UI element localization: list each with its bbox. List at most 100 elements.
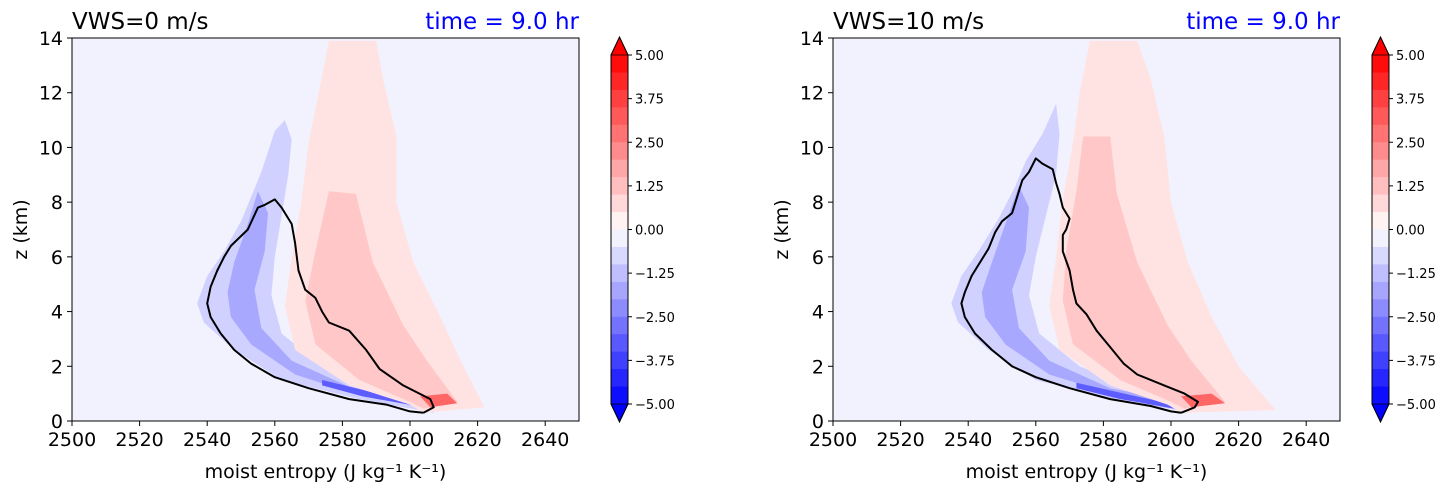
colorbar-level	[1372, 177, 1389, 196]
panel-left: 2500 2520 2540 2560 2580 2600 2620 2640 0 2 4 6 8 10 1…	[10, 9, 675, 483]
x-tick-label: 2640	[521, 429, 569, 451]
negative-anomaly-max	[1076, 382, 1175, 409]
colorbar-level	[1372, 299, 1389, 318]
colorbar-level	[1372, 212, 1389, 230]
y-tick-label: 8	[812, 192, 824, 214]
colorbar-tick-label: −1.25	[635, 267, 675, 282]
colorbar-tick-label: 2.50	[635, 136, 664, 151]
y-tick-label: 6	[812, 247, 824, 269]
y-tick-label: 14	[39, 28, 63, 50]
colorbar-level	[1372, 229, 1389, 248]
colorbar-level	[1372, 159, 1389, 178]
colorbar-extend-min	[610, 403, 629, 423]
panel-right: 2500 2520 2540 2560 2580 2600 2620 2640 0 2 4 6 8 10 1…	[771, 9, 1436, 483]
colorbar-level	[1372, 264, 1389, 283]
y-axis-label: z (km)	[771, 199, 793, 259]
y-tick-label: 0	[51, 411, 63, 433]
colorbar-level	[1372, 246, 1389, 265]
colorbar-tick-label: −3.75	[1396, 354, 1436, 369]
y-tick-label: 6	[51, 247, 63, 269]
x-tick-label: 2580	[318, 429, 366, 451]
colorbar-level	[1372, 72, 1389, 91]
x-axis-label: moist entropy (J kg⁻¹ K⁻¹)	[966, 461, 1208, 483]
colorbar-level	[1372, 55, 1389, 73]
x-tick-label: 2560	[251, 429, 299, 451]
colorbar-level	[1372, 281, 1389, 300]
y-tick-label: 4	[812, 302, 824, 324]
y-axis-label: z (km)	[10, 199, 32, 259]
colorbar-tick-label: −2.50	[635, 311, 675, 326]
contour-line	[960, 157, 1199, 414]
negative-anomaly-max	[322, 380, 417, 406]
positive-anomaly-core	[1062, 136, 1226, 409]
negative-anomaly-core	[981, 185, 1185, 408]
colorbar-level	[1372, 369, 1389, 388]
x-tick-label: 2620	[1214, 429, 1262, 451]
colorbar-level	[1372, 124, 1389, 143]
colorbar-level	[611, 72, 628, 91]
colorbar-level	[611, 264, 628, 283]
y-tick-label: 12	[800, 83, 824, 105]
panel-title: VWS=10 m/s	[833, 9, 984, 35]
time-label: time = 9.0 hr	[425, 9, 579, 35]
y-tick-label: 0	[812, 411, 824, 433]
colorbar-tick-label: 0.00	[1396, 224, 1425, 239]
colorbar-level	[611, 229, 628, 248]
colorbar-tick-label: 2.50	[1396, 136, 1425, 151]
colorbar-extend-max	[1371, 36, 1390, 56]
colorbar-level	[611, 124, 628, 143]
colorbar-extend-min	[1371, 403, 1390, 423]
colorbar-tick-label: 1.25	[1396, 180, 1425, 195]
colorbar-level	[1372, 386, 1389, 405]
plot-frame	[832, 37, 1341, 422]
colorbar-level	[611, 194, 628, 213]
y-tick-label: 2	[51, 356, 63, 378]
y-tick-label: 10	[39, 137, 63, 159]
positive-anomaly-max	[1181, 393, 1226, 408]
x-tick-label: 2520	[115, 429, 163, 451]
colorbar-level	[611, 316, 628, 335]
colorbar-tick-label: 5.00	[1396, 49, 1425, 64]
colorbar-level	[611, 55, 628, 73]
positive-anomaly-max	[420, 393, 458, 408]
colorbar-level	[611, 386, 628, 405]
colorbar-tick-label: 3.75	[1396, 93, 1425, 108]
colorbar-level	[611, 369, 628, 388]
panel-title: VWS=0 m/s	[72, 9, 208, 35]
colorbar-tick-label: 1.25	[635, 180, 664, 195]
colorbar-level	[1372, 107, 1389, 126]
colorbar-level	[611, 334, 628, 353]
negative-anomaly-core	[227, 191, 427, 408]
colorbar: 5.00 3.75 2.50 1.25 0.00 −1.25 −2.50 −3.75 −5.00	[1371, 35, 1436, 424]
colorbar-tick-label: 5.00	[635, 49, 664, 64]
x-tick-label: 2540	[944, 429, 992, 451]
colorbar-tick-label: −3.75	[635, 354, 675, 369]
x-tick-label: 2560	[1012, 429, 1060, 451]
x-tick-label: 2500	[48, 429, 96, 451]
y-tick-label: 14	[800, 28, 824, 50]
colorbar-tick-label: −2.50	[1396, 311, 1436, 326]
colorbar-level	[611, 89, 628, 108]
x-axis-label: moist entropy (J kg⁻¹ K⁻¹)	[205, 461, 447, 483]
y-tick-label: 8	[51, 192, 63, 214]
colorbar-level	[1372, 194, 1389, 213]
y-tick-label: 12	[39, 83, 63, 105]
contour-fills	[197, 40, 485, 414]
y-tick-label: 2	[812, 356, 824, 378]
colorbar-level	[611, 281, 628, 300]
colorbar-level	[611, 159, 628, 178]
colorbar-tick-label: 0.00	[635, 224, 664, 239]
colorbar-level	[1372, 316, 1389, 335]
colorbar-level	[1372, 89, 1389, 108]
colorbar-level	[1372, 351, 1389, 370]
y-tick-label: 4	[51, 302, 63, 324]
colorbar-level	[611, 299, 628, 318]
x-tick-label: 2640	[1282, 429, 1330, 451]
colorbar-tick-label: −5.00	[635, 398, 675, 413]
colorbar-level	[611, 177, 628, 196]
colorbar-level	[1372, 334, 1389, 353]
colorbar: 5.00 3.75 2.50 1.25 0.00 −1.25 −2.50 −3.75 −5.00	[610, 35, 675, 424]
positive-anomaly-core	[305, 191, 458, 409]
colorbar-level	[1372, 142, 1389, 161]
